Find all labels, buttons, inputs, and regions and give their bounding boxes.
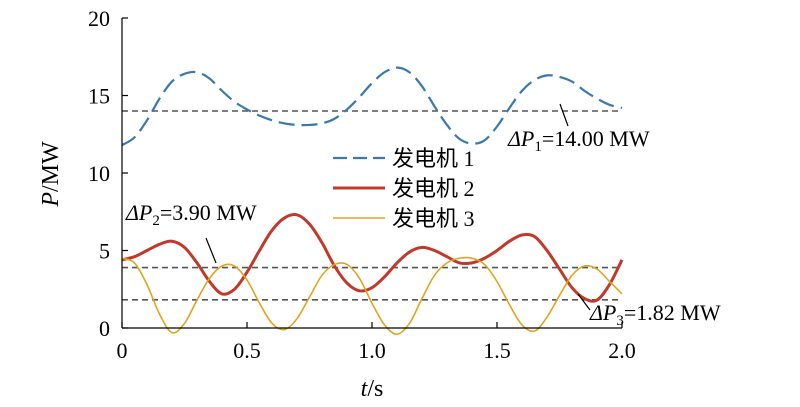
reference-lines	[122, 110, 622, 301]
y-tick-label: 5	[99, 239, 110, 264]
y-tick-label: 20	[88, 6, 110, 31]
series-line-gen3	[121, 256, 623, 335]
plot-area	[121, 66, 624, 335]
legend-item-gen2: 发电机 2	[333, 176, 475, 201]
legend-label-gen3: 发电机 3	[392, 206, 475, 231]
annotation-dp2-value: =3.90 MW	[160, 200, 257, 225]
y-axis-title: P/MW	[38, 141, 64, 208]
annotation-dp3-value: =1.82 MW	[624, 300, 721, 325]
x-axis-variable: t	[361, 376, 369, 402]
annotation-dp3: ΔP3=1.82 MW	[589, 300, 721, 329]
annotation-dp2-sub: 2	[152, 213, 160, 229]
annotation-dp1-prefix: ΔP	[507, 126, 534, 151]
annotation-leader-dp1	[559, 103, 569, 127]
y-tick-label: 0	[99, 316, 110, 341]
legend: 发电机 1 发电机 2 发电机 3	[333, 146, 475, 231]
x-tick-label: 1.5	[483, 338, 511, 363]
annotation-leader-dp2	[205, 237, 217, 264]
x-ticks: 0 0.5 1.0 1.5 2.0	[117, 322, 636, 363]
annotation-dp3-prefix: ΔP	[589, 300, 616, 325]
annotation-dp1: ΔP1=14.00 MW	[507, 126, 650, 155]
annotation-dp1-value: =14.00 MW	[542, 126, 650, 151]
annotation-dp3-sub: 3	[616, 313, 624, 329]
x-axis-unit: /s	[367, 376, 383, 402]
x-tick-label: 1.0	[358, 338, 386, 363]
y-tick-label: 10	[88, 161, 110, 186]
legend-label-gen2: 发电机 2	[392, 176, 475, 201]
annotation-dp2: ΔP2=3.90 MW	[125, 200, 257, 229]
annotation-dp2-prefix: ΔP	[125, 200, 152, 225]
y-axis-variable: P	[38, 192, 64, 208]
legend-item-gen1: 发电机 1	[333, 146, 475, 171]
x-axis-title: t/s	[361, 376, 384, 402]
x-tick-label: 0	[117, 338, 128, 363]
series-line-gen2	[121, 213, 624, 303]
series-lines	[121, 66, 624, 335]
legend-label-gen1: 发电机 1	[392, 146, 475, 171]
annotation-leader-dp3	[577, 293, 591, 311]
annotations: ΔP1=14.00 MW ΔP2=3.90 MW ΔP3=1.82 MW	[125, 103, 721, 329]
annotation-dp1-sub: 1	[534, 139, 542, 155]
y-tick-label: 15	[88, 84, 110, 109]
axes: 0 0.5 1.0 1.5 2.0 0 5 10 15 20	[88, 6, 636, 363]
legend-item-gen3: 发电机 3	[333, 206, 475, 231]
y-axis-unit: /MW	[38, 141, 64, 192]
y-ticks: 0 5 10 15 20	[88, 6, 128, 341]
x-tick-label: 0.5	[233, 338, 261, 363]
x-tick-label: 2.0	[608, 338, 636, 363]
series-line-gen1	[121, 66, 623, 147]
